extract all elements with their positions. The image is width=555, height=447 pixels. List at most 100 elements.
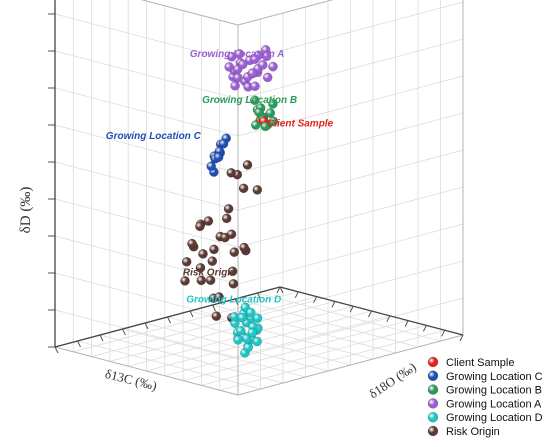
point-growing-location-a [250, 81, 260, 92]
axis-line [279, 286, 464, 336]
point-growing-location-d [243, 342, 253, 353]
legend-marker [427, 411, 439, 423]
legend: Client Sample Growing Location C Growing L… [427, 356, 543, 438]
grid-line [109, 301, 336, 362]
box-edge [140, 0, 239, 26]
grid-line [91, 296, 317, 357]
x-axis-tick [422, 325, 427, 332]
legend-label: Growing Location D [446, 412, 543, 424]
legend-marker [427, 384, 439, 395]
y-axis-tick [122, 328, 126, 336]
x-axis-tick [313, 296, 318, 303]
y-axis-tick [257, 292, 261, 300]
point-risk-origin [195, 221, 205, 232]
point-growing-location-b [268, 99, 278, 109]
point-risk-origin [207, 256, 218, 266]
x-axis-tick [459, 334, 464, 342]
point-risk-origin [226, 229, 237, 240]
grid-line [237, 149, 464, 211]
x-axis-tick [349, 305, 354, 313]
point-growing-location-a [257, 60, 268, 70]
x-axis-tick [404, 320, 409, 327]
point-layer [180, 45, 279, 358]
box-edge [237, 0, 334, 26]
label-layer: Growing Location A Growing Location B Clie… [106, 49, 334, 306]
x-axis-tick [368, 310, 372, 318]
grid-line [54, 13, 239, 63]
y-axis-tick [99, 334, 104, 342]
y-axis-tick [77, 340, 81, 348]
point-risk-origin [221, 213, 232, 224]
grid-line [237, 75, 464, 137]
point-risk-origin [196, 275, 207, 286]
legend-label: Risk Origin [446, 426, 500, 438]
legend-marker [427, 425, 439, 437]
point-risk-origin [252, 185, 263, 195]
box-edge [54, 346, 239, 396]
point-risk-origin [180, 276, 190, 286]
y-axis-tick [234, 298, 239, 306]
x-axis-tick [276, 286, 281, 294]
point-growing-location-a [233, 72, 243, 83]
point-risk-origin [187, 238, 197, 249]
y-axis-tick [189, 310, 194, 318]
point-growing-location-b [249, 95, 260, 106]
y-axis-tick [167, 316, 171, 324]
axis-layer [48, 0, 464, 396]
point-risk-origin [209, 244, 219, 255]
grid-line [237, 38, 464, 100]
point-growing-location-d [233, 335, 243, 345]
cluster-label: Growing Location D [186, 295, 281, 306]
point-risk-origin [205, 275, 216, 286]
point-growing-location-b [254, 107, 264, 118]
grid-line [54, 161, 239, 211]
grid-line [54, 87, 239, 137]
y-axis-title: δ18O (‰) [366, 359, 419, 401]
legend-label: Growing Location B [446, 385, 542, 397]
point-growing-location-a [234, 49, 245, 59]
point-growing-location-a [247, 68, 258, 78]
point-growing-location-a [250, 54, 260, 65]
point-growing-location-d [237, 312, 248, 323]
legend-marker [427, 398, 439, 409]
legend-label: Growing Location A [446, 398, 542, 410]
x-axis-tick [386, 315, 391, 323]
point-risk-origin [229, 247, 240, 257]
point-risk-origin [239, 242, 249, 253]
cluster-label: Growing Location A [190, 49, 285, 60]
legend-marker [427, 356, 439, 368]
grid-line [237, 112, 464, 174]
point-growing-location-d [235, 325, 246, 336]
point-risk-origin [226, 167, 237, 178]
legend-marker [427, 370, 439, 382]
point-growing-location-c [206, 161, 217, 172]
point-growing-location-b [250, 120, 261, 130]
point-growing-location-d [252, 313, 263, 324]
grid-line [237, 1, 464, 63]
x-axis-tick [331, 301, 336, 308]
cluster-label: Client Sample [267, 119, 334, 130]
cluster-label: Growing Location B [202, 95, 297, 106]
point-risk-origin [214, 292, 224, 302]
point-growing-location-b [268, 116, 279, 127]
point-growing-location-a [224, 62, 235, 72]
grid-line [234, 298, 419, 348]
point-risk-origin [223, 203, 234, 214]
cluster-label: Risk Origin [183, 268, 236, 279]
point-growing-location-a [268, 61, 278, 72]
point-risk-origin [238, 183, 249, 194]
point-growing-location-c [213, 152, 224, 162]
point-growing-location-b [260, 121, 271, 132]
point-growing-location-d [245, 307, 256, 318]
point-growing-location-d [252, 336, 262, 347]
cluster-label: Growing Location C [106, 131, 202, 142]
y-axis-tick [279, 286, 284, 294]
y-axis-tick [54, 346, 59, 354]
point-growing-location-a [237, 59, 248, 70]
point-growing-location-a [261, 51, 272, 62]
grid-line [257, 292, 441, 342]
point-risk-origin [211, 311, 222, 321]
x-axis-tick [294, 291, 299, 299]
point-risk-origin [228, 278, 239, 289]
